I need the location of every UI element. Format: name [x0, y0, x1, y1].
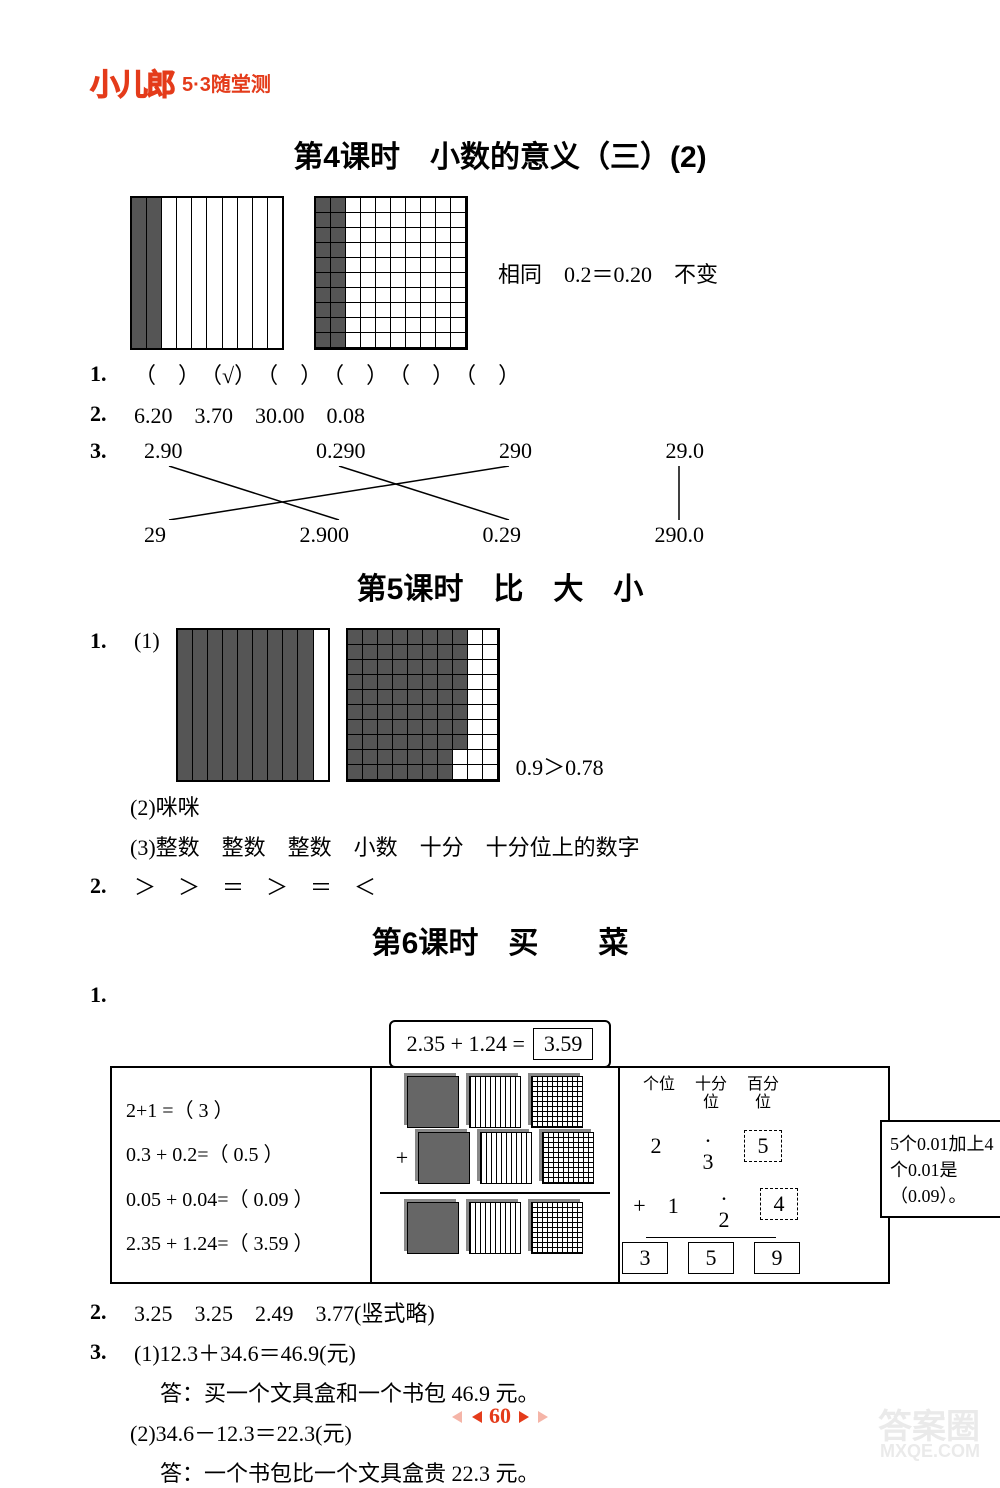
match-bot-item: 2.900 — [300, 522, 350, 548]
logo-text: 小儿郎 — [90, 60, 174, 104]
watermark-small: MXQE.COM — [878, 1443, 980, 1459]
block-grid-icon — [542, 1132, 594, 1184]
q-number: 2. — [90, 1299, 118, 1325]
eq-label: 2.35 + 1.24 = — [407, 1031, 525, 1057]
page-footer: 60 — [0, 1403, 1000, 1429]
lesson4-q2: 6.20 3.70 30.00 0.08 — [134, 398, 365, 430]
calc-cell: 5 — [688, 1242, 734, 1274]
block-stripe-icon — [469, 1076, 521, 1128]
watermark: 答案圈 MXQE.COM — [878, 1412, 980, 1459]
block-stripe-icon — [469, 1202, 521, 1254]
calc-cell: + 1 — [624, 1188, 688, 1220]
callout-box: 5个0.01加上4个0.01是（0.09）。 — [880, 1120, 1000, 1218]
calc-cell: . 3 — [692, 1117, 724, 1175]
left-line: 0.05 + 0.04=（ 0.09 ） — [126, 1183, 356, 1212]
calc-cell: 5 — [744, 1130, 782, 1162]
block-stripe-icon — [480, 1132, 532, 1184]
calc-cell: 4 — [760, 1188, 798, 1220]
buycai-diagram: 2.35 + 1.24 = 3.59 2+1 =（ 3 ） 0.3 + 0.2=… — [110, 1020, 890, 1284]
tenths-grid-icon — [176, 628, 330, 782]
left-line: 2+1 =（ 3 ） — [126, 1094, 356, 1123]
lesson5-q1-annot: 0.9＞0.78 — [516, 750, 604, 782]
header-subtitle: 5·3随堂测 — [182, 68, 271, 97]
q-number: 3. — [90, 438, 118, 464]
triangle-right-icon — [538, 1411, 548, 1423]
match-bot-item: 290.0 — [655, 522, 705, 548]
hundredths-grid-icon — [314, 196, 468, 350]
lesson6-q2: 3.25 3.25 2.49 3.77(竖式略) — [134, 1296, 435, 1328]
lesson4-q1: （ ） （√） （ ） （ ） （ ） （ ） — [134, 358, 520, 390]
q-number: 2. — [90, 401, 118, 427]
page-number: 60 — [489, 1403, 511, 1428]
page-header: 小儿郎 5·3随堂测 — [90, 60, 910, 104]
triangle-left-icon — [452, 1411, 462, 1423]
q-number: 1. — [90, 982, 118, 1008]
hundredths-grid-icon — [346, 628, 500, 782]
matching-lines-icon — [144, 466, 704, 520]
match-bot-item: 0.29 — [483, 522, 522, 548]
match-top-item: 0.290 — [316, 438, 366, 464]
q-number: 3. — [90, 1339, 118, 1365]
left-line: 0.3 + 0.2=（ 0.5 ） — [126, 1138, 356, 1167]
lesson5-title: 第5课时 比 大 小 — [90, 564, 910, 608]
plus-sign: + — [396, 1145, 408, 1171]
place-header: 个位 — [643, 1076, 675, 1111]
lesson5-q1-sub2: (2)咪咪 — [130, 790, 200, 822]
block-solid-icon — [407, 1202, 459, 1254]
calc-cell: 9 — [754, 1242, 800, 1274]
triangle-left-icon — [472, 1411, 482, 1423]
eq-result: 3.59 — [533, 1028, 594, 1060]
lesson5-q2: ＞ ＞ ＝ ＞ ＝ ＜ — [134, 870, 376, 902]
calc-cell: 2 — [640, 1133, 672, 1159]
lesson6-title: 第6课时 买 菜 — [90, 918, 910, 962]
lesson6-q3-2b: 答：一个书包比一个文具盒贵 22.3 元。 — [160, 1456, 540, 1488]
place-header: 百分位 — [747, 1076, 779, 1111]
tenths-grid-icon — [130, 196, 284, 350]
block-solid-icon — [418, 1132, 470, 1184]
left-line: 2.35 + 1.24=（ 3.59 ） — [126, 1227, 356, 1256]
q-number: 2. — [90, 873, 118, 899]
matching-diagram: 2.90 0.290 290 29.0 29 2.900 0.29 290.0 — [144, 438, 704, 548]
lesson4-title: 第4课时 小数的意义（三）(2) — [90, 132, 910, 176]
place-header: 十分位 — [695, 1076, 727, 1111]
block-grid-icon — [531, 1202, 583, 1254]
q-number: 1. — [90, 361, 118, 387]
calc-cell: 3 — [622, 1242, 668, 1274]
left-panel: 2+1 =（ 3 ） 0.3 + 0.2=（ 0.5 ） 0.05 + 0.04… — [112, 1068, 372, 1282]
match-top-item: 290 — [499, 438, 532, 464]
triangle-right-icon — [519, 1411, 529, 1423]
calc-cell: . 2 — [708, 1175, 740, 1233]
lesson5-q1-sub3: (3)整数 整数 整数 小数 十分 十分位上的数字 — [130, 830, 640, 862]
block-solid-icon — [407, 1076, 459, 1128]
q-number: 1. — [90, 628, 118, 654]
right-panel: 个位 十分位 百分位 2 . 3 5 + 1 . 2 4 3 5 — [618, 1068, 802, 1282]
lesson5-q1-sub1: (1) — [134, 628, 160, 654]
block-grid-icon — [531, 1076, 583, 1128]
mid-panel: + — [372, 1068, 618, 1282]
match-top-item: 2.90 — [144, 438, 183, 464]
equation-box: 2.35 + 1.24 = 3.59 — [389, 1020, 612, 1068]
lesson6-q3-1a: (1)12.3＋34.6＝46.9(元) — [134, 1336, 356, 1368]
lesson4-grids-row: 相同 0.2＝0.20 不变 — [130, 196, 910, 350]
match-top-item: 29.0 — [666, 438, 705, 464]
match-bot-item: 29 — [144, 522, 166, 548]
lesson4-annot: 相同 0.2＝0.20 不变 — [498, 257, 718, 289]
